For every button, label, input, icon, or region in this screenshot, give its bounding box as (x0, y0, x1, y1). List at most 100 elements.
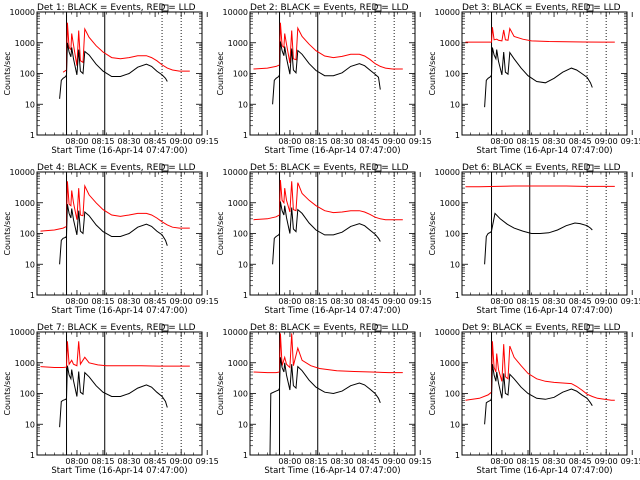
x-axis-label: Start Time (16-Apr-14 07:47:00) (476, 146, 612, 156)
x-axis-label: Start Time (16-Apr-14 07:47:00) (264, 306, 400, 316)
panel-title: Det 8: BLACK = Events, RED = LLD (250, 323, 409, 333)
series-line-red (465, 341, 615, 401)
y-tick-label: 100 (445, 390, 460, 399)
series-line-black (484, 212, 593, 265)
plot-frame (249, 171, 416, 296)
y-axis-label: Counts/sec (216, 211, 225, 255)
series-line-black (272, 41, 381, 105)
x-tick-label: 08:30 (118, 137, 141, 146)
y-tick-label: 10000 (10, 328, 35, 337)
x-tick-label: 08:15 (304, 137, 327, 146)
y-tick-label: 100 (445, 70, 460, 79)
y-tick-label: 100 (20, 230, 35, 239)
x-tick-label: 08:15 (516, 137, 539, 146)
x-axis-label: Start Time (16-Apr-14 07:47:00) (476, 306, 612, 316)
detector-panel-2: Det 2: BLACK = Events, RED = LLD 1 10 100 10… (216, 3, 432, 156)
x-tick-label: 09:15 (409, 137, 432, 146)
x-tick-label: 08:45 (144, 137, 167, 146)
y-axis-label: Counts/sec (3, 51, 12, 95)
x-tick-label: 09:15 (621, 297, 640, 306)
detector-panel-8: Det 8: BLACK = Events, RED = LLD 1 10 100 10… (216, 323, 432, 476)
x-tick-label: 09:00 (383, 137, 406, 146)
x-tick-label: 08:45 (569, 297, 592, 306)
x-tick-label: 09:15 (621, 457, 640, 466)
plot-frame (249, 11, 416, 136)
y-axis-label: Counts/sec (3, 371, 12, 415)
x-tick-label: 09:00 (170, 137, 193, 146)
y-tick-label: 100 (233, 70, 248, 79)
series-line-red (40, 181, 190, 232)
y-tick-label: 10000 (10, 168, 35, 177)
y-tick-label: 10 (238, 420, 248, 429)
series-line-black (269, 357, 381, 456)
legend-marker (374, 164, 382, 172)
panel-title: Det 7: BLACK = Events, RED = LLD (37, 323, 196, 333)
x-tick-label: 08:00 (65, 457, 88, 466)
plot-frame (461, 171, 628, 296)
plot-frame (461, 331, 628, 456)
detector-panel-9: Det 9: BLACK = Events, RED = LLD 1 10 100 10… (428, 323, 640, 476)
y-axis-label: Counts/sec (216, 371, 225, 415)
x-axis-label: Start Time (16-Apr-14 07:47:00) (264, 146, 400, 156)
x-tick-label: 08:45 (144, 457, 167, 466)
legend-marker (161, 324, 169, 332)
y-tick-label: 1000 (15, 359, 35, 368)
panel-title: Det 2: BLACK = Events, RED = LLD (250, 3, 409, 13)
y-tick-label: 10 (450, 420, 460, 429)
x-tick-label: 08:00 (278, 297, 301, 306)
series-line-black (59, 42, 168, 99)
detector-panel-5: Det 5: BLACK = Events, RED = LLD 1 10 100 10… (216, 163, 432, 316)
panel-title: Det 4: BLACK = Events, RED = LLD (37, 163, 196, 173)
y-tick-label: 100 (445, 230, 460, 239)
y-tick-label: 100 (20, 70, 35, 79)
x-tick-label: 08:00 (65, 297, 88, 306)
plot-frame (249, 331, 416, 456)
x-axis-label: Start Time (16-Apr-14 07:47:00) (264, 466, 400, 476)
y-tick-label: 1 (30, 451, 35, 460)
series-line-black (272, 201, 381, 265)
x-tick-label: 08:15 (516, 297, 539, 306)
x-tick-label: 08:15 (91, 137, 114, 146)
y-axis-label: Counts/sec (428, 211, 437, 255)
y-tick-label: 10000 (223, 168, 248, 177)
x-tick-label: 08:45 (569, 457, 592, 466)
x-tick-label: 09:00 (170, 297, 193, 306)
panel-title: Det 9: BLACK = Events, RED = LLD (462, 323, 621, 333)
y-tick-label: 10000 (435, 8, 460, 17)
x-tick-label: 09:15 (196, 297, 219, 306)
plot-frame (461, 11, 628, 136)
x-tick-label: 09:00 (595, 297, 618, 306)
y-axis-label: Counts/sec (3, 211, 12, 255)
x-tick-label: 09:00 (595, 137, 618, 146)
y-tick-label: 10000 (223, 328, 248, 337)
plot-frame (36, 331, 203, 456)
y-tick-label: 10 (238, 260, 248, 269)
x-tick-label: 08:45 (144, 297, 167, 306)
detector-panel-6: Det 6: BLACK = Events, RED = LLD 1 10 100 10… (428, 163, 640, 316)
y-tick-label: 10 (25, 420, 35, 429)
y-tick-label: 1 (243, 451, 248, 460)
x-tick-label: 08:45 (357, 137, 380, 146)
series-line-red (253, 333, 403, 374)
x-tick-label: 08:45 (357, 457, 380, 466)
legend-marker (586, 324, 594, 332)
x-tick-label: 09:00 (170, 457, 193, 466)
y-tick-label: 1000 (15, 39, 35, 48)
detector-panel-4: Det 4: BLACK = Events, RED = LLD 1 10 100 10… (3, 163, 219, 316)
legend-marker (586, 4, 594, 12)
series-line-red (253, 22, 403, 70)
x-tick-label: 09:00 (383, 457, 406, 466)
x-tick-label: 08:00 (490, 297, 513, 306)
y-tick-label: 10000 (223, 8, 248, 17)
y-tick-label: 100 (20, 390, 35, 399)
y-tick-label: 1000 (15, 199, 35, 208)
series-line-red (465, 26, 615, 43)
x-tick-label: 08:30 (118, 297, 141, 306)
legend-marker (161, 164, 169, 172)
x-tick-label: 08:30 (543, 457, 566, 466)
series-line-red (253, 179, 403, 221)
x-tick-label: 08:00 (278, 457, 301, 466)
x-tick-label: 09:15 (409, 297, 432, 306)
y-tick-label: 1 (455, 131, 460, 140)
